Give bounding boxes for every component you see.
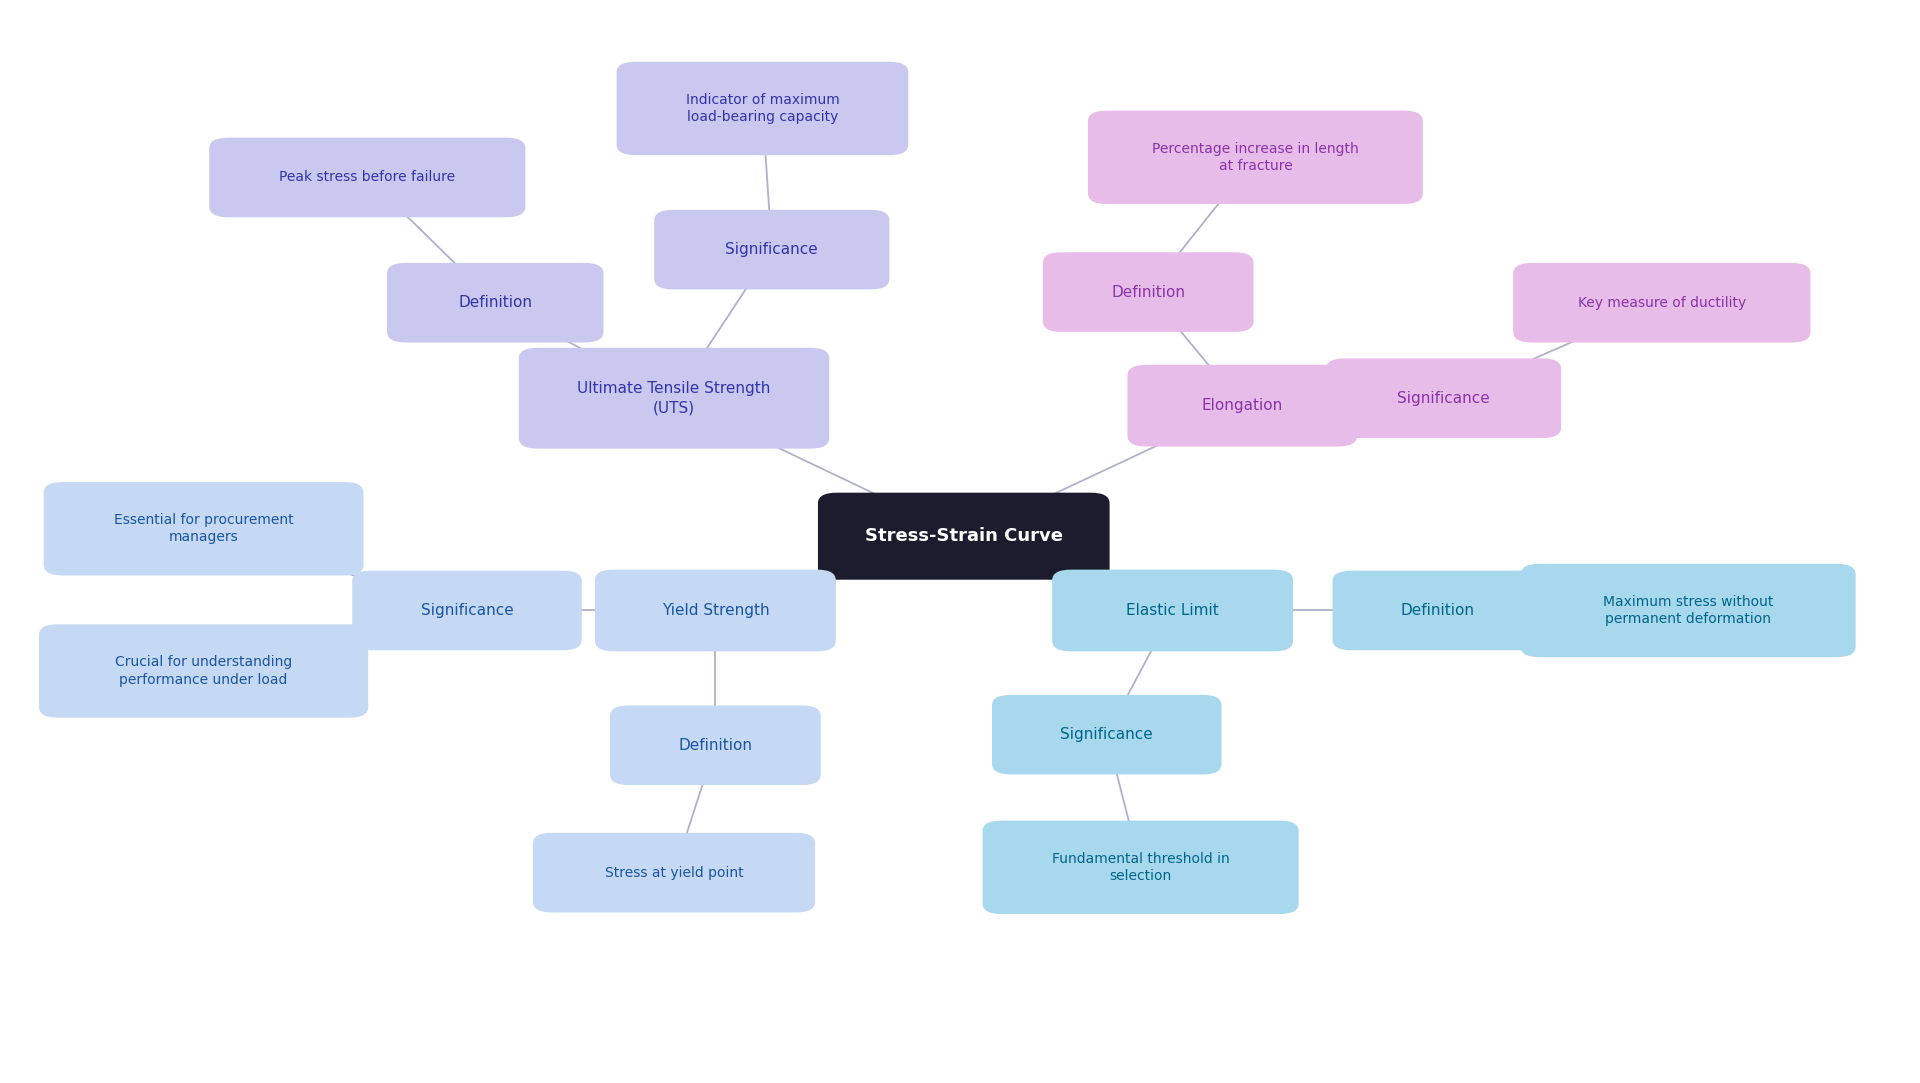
Text: Definition: Definition (1402, 603, 1475, 618)
FancyBboxPatch shape (1052, 570, 1292, 651)
FancyBboxPatch shape (1127, 365, 1357, 446)
Text: Significance: Significance (1060, 727, 1154, 742)
Text: Significance: Significance (726, 243, 818, 257)
Text: Crucial for understanding
performance under load: Crucial for understanding performance un… (115, 655, 292, 687)
FancyBboxPatch shape (209, 138, 526, 218)
FancyBboxPatch shape (351, 571, 582, 650)
Text: Definition: Definition (678, 738, 753, 753)
Text: Significance: Significance (420, 603, 513, 618)
FancyBboxPatch shape (38, 624, 369, 718)
Text: Maximum stress without
permanent deformation: Maximum stress without permanent deforma… (1603, 595, 1774, 626)
Text: Peak stress before failure: Peak stress before failure (278, 170, 455, 184)
FancyBboxPatch shape (611, 705, 820, 785)
Text: Stress at yield point: Stress at yield point (605, 865, 743, 879)
Text: Yield Strength: Yield Strength (662, 603, 770, 618)
Text: Ultimate Tensile Strength
(UTS): Ultimate Tensile Strength (UTS) (578, 381, 770, 415)
FancyBboxPatch shape (993, 695, 1221, 774)
FancyBboxPatch shape (818, 493, 1110, 579)
FancyBboxPatch shape (983, 821, 1298, 914)
FancyBboxPatch shape (1043, 252, 1254, 331)
Text: Elongation: Elongation (1202, 399, 1283, 413)
FancyBboxPatch shape (616, 62, 908, 155)
Text: Percentage increase in length
at fracture: Percentage increase in length at fractur… (1152, 142, 1359, 173)
FancyBboxPatch shape (1521, 564, 1855, 657)
Text: Stress-Strain Curve: Stress-Strain Curve (864, 527, 1064, 545)
Text: Key measure of ductility: Key measure of ductility (1578, 296, 1745, 310)
FancyBboxPatch shape (1089, 110, 1423, 204)
Text: Definition: Definition (1112, 285, 1185, 300)
Text: Indicator of maximum
load-bearing capacity: Indicator of maximum load-bearing capaci… (685, 93, 839, 125)
FancyBboxPatch shape (595, 570, 835, 651)
Text: Significance: Significance (1398, 391, 1490, 406)
Text: Essential for procurement
managers: Essential for procurement managers (113, 513, 294, 545)
FancyBboxPatch shape (1327, 358, 1561, 438)
FancyBboxPatch shape (1332, 571, 1544, 650)
FancyBboxPatch shape (44, 482, 363, 575)
Text: Elastic Limit: Elastic Limit (1127, 603, 1219, 618)
Text: Definition: Definition (459, 296, 532, 310)
FancyBboxPatch shape (1513, 263, 1811, 342)
FancyBboxPatch shape (518, 348, 829, 448)
Text: Fundamental threshold in
selection: Fundamental threshold in selection (1052, 851, 1229, 883)
FancyBboxPatch shape (388, 263, 603, 342)
FancyBboxPatch shape (534, 833, 816, 913)
FancyBboxPatch shape (655, 210, 889, 289)
